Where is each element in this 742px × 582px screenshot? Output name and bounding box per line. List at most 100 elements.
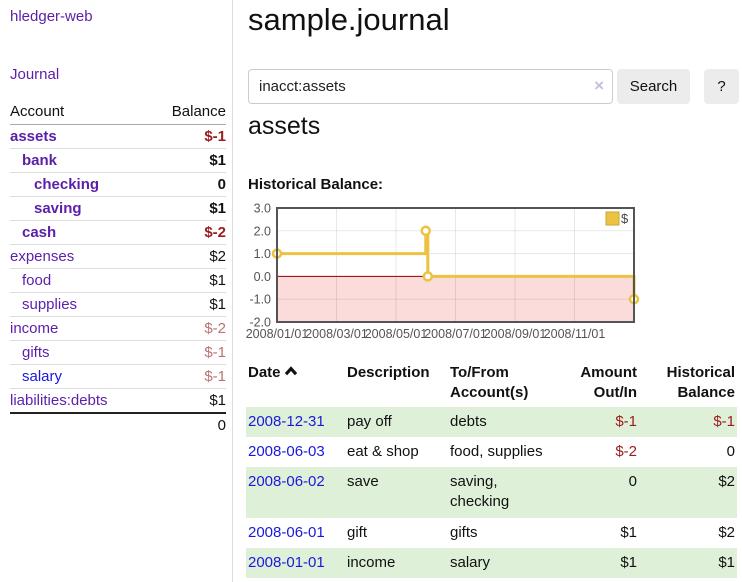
transaction-amount: 0 [628, 473, 637, 491]
balance-column-header: Balance [148, 100, 226, 125]
register-body: 2008-12-31 pay off debts $-1 $-1 2008-06-03 ea… [246, 406, 737, 579]
transaction-balance: $-1 [713, 412, 735, 430]
transaction-description: save [347, 473, 379, 491]
account-link[interactable]: saving [34, 200, 82, 217]
column-header-description: Description [347, 364, 430, 381]
account-link[interactable]: food [22, 272, 52, 289]
transaction-description: gift [347, 523, 368, 541]
legend-swatch [605, 211, 620, 226]
transaction-amount: $1 [620, 523, 637, 541]
account-page-title: assets [248, 112, 321, 140]
account-row: gifts $-1 [10, 340, 226, 365]
search-bar: × Search ? [248, 69, 739, 104]
transaction-accounts: food, supplies [450, 442, 543, 460]
account-balance: $-1 [148, 340, 226, 365]
account-row: checking 0 [10, 172, 226, 197]
account-column-header: Account [10, 100, 149, 125]
account-row: income $-2 [10, 316, 226, 341]
transaction-amount: $1 [620, 553, 637, 571]
transaction-date-link[interactable]: 2008-06-02 [248, 473, 325, 491]
account-row: bank $1 [10, 148, 226, 173]
account-balance: $1 [148, 148, 226, 173]
svg-text:-1.0: -1.0 [249, 293, 271, 307]
transaction-amount: $-1 [615, 412, 637, 430]
column-header-date[interactable]: Date [246, 361, 345, 407]
svg-text:2008/07/01: 2008/07/01 [424, 327, 487, 341]
svg-text:2008/01/01: 2008/01/01 [246, 327, 309, 341]
svg-text:-2.0: -2.0 [249, 316, 271, 330]
accounts-total-value: 0 [148, 412, 226, 437]
account-row: salary $-1 [10, 364, 226, 389]
transaction-date-link[interactable]: 2008-01-01 [248, 553, 325, 571]
transaction-amount: $-2 [615, 442, 637, 460]
chart-title: Historical Balance: [248, 176, 384, 193]
brand-link[interactable]: hledger-web [10, 8, 93, 25]
transaction-accounts: salary [450, 553, 491, 571]
svg-text:2.0: 2.0 [254, 224, 271, 238]
account-link[interactable]: income [10, 320, 59, 337]
transaction-row: 2008-06-01 gift gifts $1 $2 [246, 518, 737, 548]
account-link[interactable]: supplies [22, 296, 78, 313]
transaction-row: 2008-06-03 eat & shop food, supplies $-2 0 [246, 437, 737, 467]
transaction-date-link[interactable]: 2008-06-03 [248, 442, 325, 460]
svg-text:2008/09/01: 2008/09/01 [484, 327, 547, 341]
account-row: expenses $2 [10, 244, 226, 269]
account-row: saving $1 [10, 196, 226, 221]
account-link[interactable]: assets [10, 128, 57, 145]
account-table-header: Account Balance [10, 100, 226, 125]
svg-text:1.0: 1.0 [254, 247, 271, 261]
svg-text:3.0: 3.0 [254, 202, 271, 216]
account-balance-table: Account Balance assets $-1 bank $1 checking 0… [10, 100, 226, 437]
transaction-balance: $2 [718, 523, 735, 541]
search-input[interactable] [248, 69, 613, 104]
account-link[interactable]: cash [22, 224, 57, 241]
transaction-balance: 0 [726, 442, 735, 460]
account-balance: $1 [148, 292, 226, 317]
account-balance: $-2 [148, 220, 226, 245]
svg-text:0.0: 0.0 [254, 270, 271, 284]
account-balance: $-1 [148, 124, 226, 149]
account-balance: $-1 [148, 364, 226, 389]
account-balance: $1 [148, 388, 226, 414]
account-row: liabilities:debts $1 [10, 388, 226, 414]
account-link[interactable]: liabilities:debts [10, 392, 108, 409]
transaction-description: eat & shop [347, 442, 419, 460]
account-link[interactable]: gifts [22, 344, 50, 361]
account-balance: $-2 [148, 316, 226, 341]
clear-search-icon[interactable]: × [594, 76, 604, 95]
sidebar-item-journal[interactable]: Journal [10, 66, 60, 83]
transaction-balance: $2 [718, 473, 735, 491]
account-row: supplies $1 [10, 292, 226, 317]
account-balance: $1 [148, 196, 226, 221]
account-tree-body: assets $-1 bank $1 checking 0 saving $1 cash $-2 e… [10, 124, 226, 437]
account-row: cash $-2 [10, 220, 226, 245]
account-balance: $2 [148, 244, 226, 269]
column-header-amount-out-in: Amount Out/In [580, 364, 637, 401]
svg-text:2008/11/01: 2008/11/01 [544, 327, 606, 341]
account-balance: $1 [148, 268, 226, 293]
account-link[interactable]: expenses [10, 248, 75, 265]
account-link[interactable]: salary [22, 368, 63, 385]
transaction-row: 2008-12-31 pay off debts $-1 $-1 [246, 406, 737, 437]
account-row: assets $-1 [10, 124, 226, 149]
transaction-description: pay off [347, 412, 392, 430]
transaction-description: income [347, 553, 396, 571]
transaction-date-link[interactable]: 2008-06-01 [248, 523, 325, 541]
account-balance: 0 [148, 172, 226, 197]
search-input-wrap: × [248, 69, 613, 104]
column-header-historical-balance: Historical Balance [666, 364, 735, 401]
account-link[interactable]: bank [22, 152, 58, 169]
help-button[interactable]: ? [704, 69, 739, 104]
register-table: Date Description To/From Account(s) Amount … [246, 361, 737, 579]
transaction-date-link[interactable]: 2008-12-31 [248, 412, 325, 430]
register-section: Date Description To/From Account(s) Amount … [246, 361, 737, 579]
svg-text:2008/03/01: 2008/03/01 [305, 327, 368, 341]
account-row: food $1 [10, 268, 226, 293]
register-header-row: Date Description To/From Account(s) Amount … [246, 361, 737, 407]
svg-text:2008/05/01: 2008/05/01 [365, 327, 428, 341]
search-button[interactable]: Search [617, 69, 690, 104]
sort-asc-icon [284, 366, 297, 376]
historical-balance-chart: $3.0 2.0 1.0 0.0 -1.0 -2.02008/01/012008/03/0… [246, 202, 640, 341]
account-link[interactable]: checking [34, 176, 100, 193]
